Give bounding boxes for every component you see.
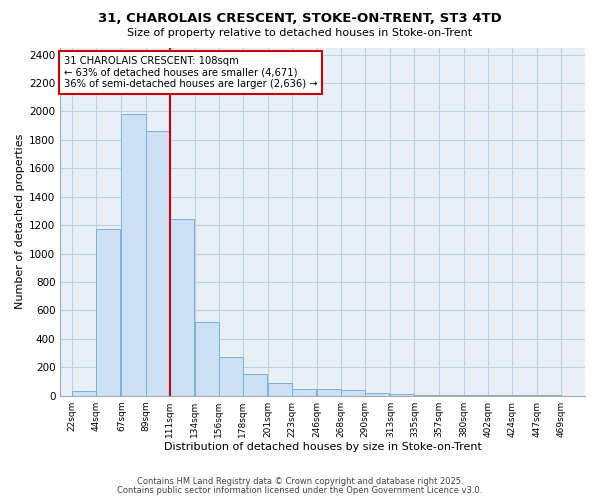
Bar (391, 394, 415, 396)
Bar (121, 114, 146, 396)
Bar (439, 395, 463, 396)
Y-axis label: Number of detached properties: Number of detached properties (15, 134, 25, 310)
Text: Contains public sector information licensed under the Open Government Licence v3: Contains public sector information licen… (118, 486, 482, 495)
Bar (341, 390, 365, 396)
Bar (97, 230, 121, 396)
Bar (292, 390, 316, 396)
X-axis label: Distribution of detached houses by size in Stoke-on-Trent: Distribution of detached houses by size … (164, 442, 482, 452)
Text: 31 CHAROLAIS CRESCENT: 108sqm
← 63% of detached houses are smaller (4,671)
36% o: 31 CHAROLAIS CRESCENT: 108sqm ← 63% of d… (64, 56, 317, 89)
Bar (317, 390, 341, 396)
Bar (415, 395, 439, 396)
Bar (243, 374, 267, 396)
Bar (170, 220, 194, 396)
Text: 31, CHAROLAIS CRESCENT, STOKE-ON-TRENT, ST3 4TD: 31, CHAROLAIS CRESCENT, STOKE-ON-TRENT, … (98, 12, 502, 26)
Bar (365, 393, 389, 396)
Bar (73, 392, 97, 396)
Bar (195, 322, 219, 396)
Bar (268, 383, 292, 396)
Text: Contains HM Land Registry data © Crown copyright and database right 2025.: Contains HM Land Registry data © Crown c… (137, 477, 463, 486)
Text: Size of property relative to detached houses in Stoke-on-Trent: Size of property relative to detached ho… (127, 28, 473, 38)
Bar (219, 358, 243, 396)
Bar (146, 132, 170, 396)
